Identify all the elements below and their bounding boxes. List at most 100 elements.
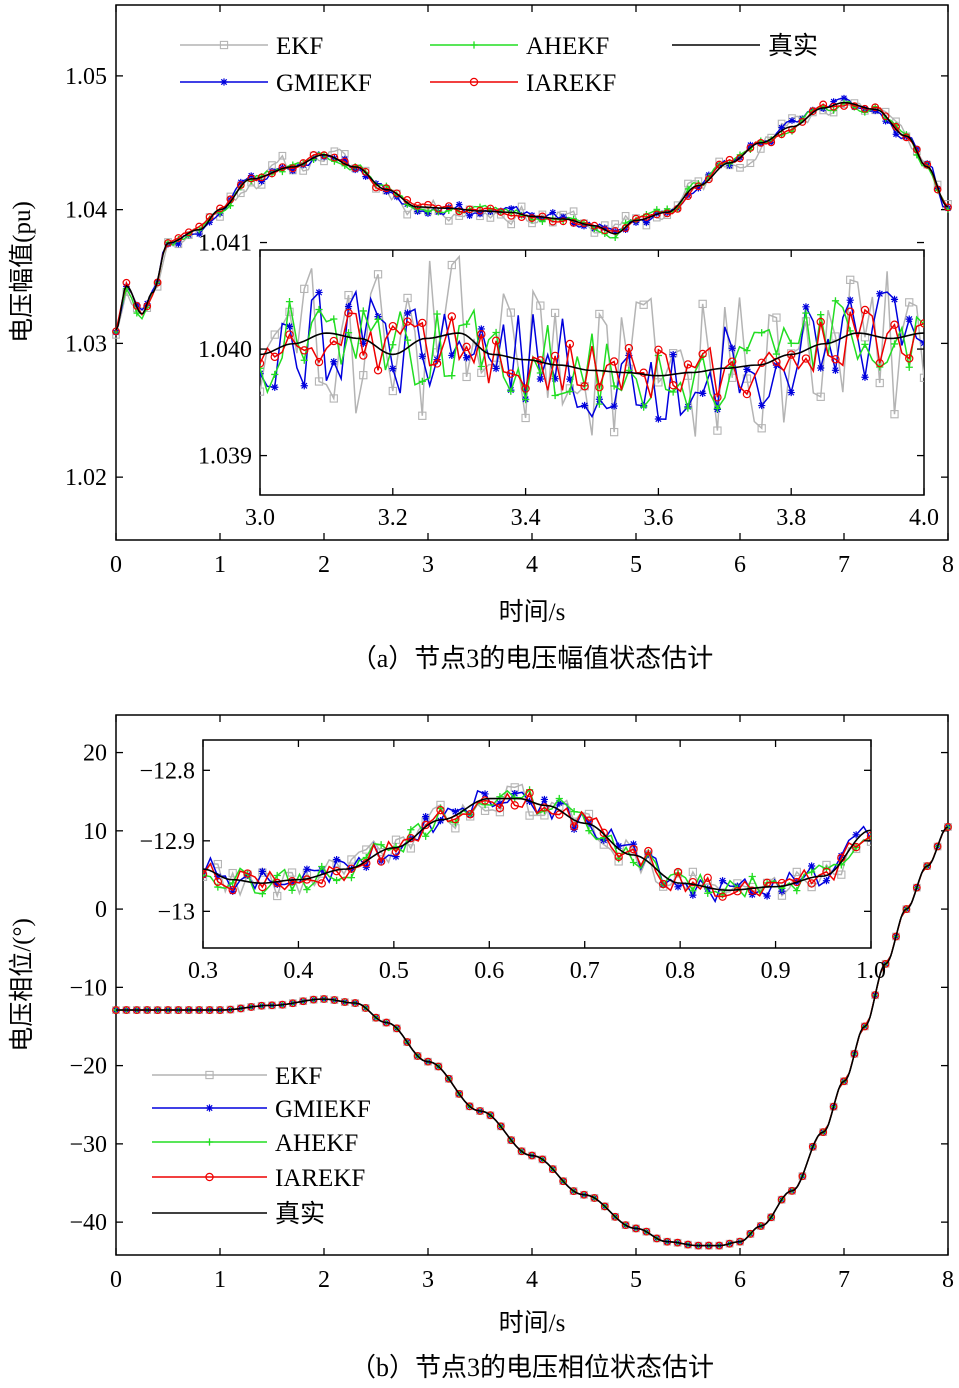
inset-series-marker-EKF xyxy=(728,373,737,382)
series-marker-GMIEKF xyxy=(455,201,463,208)
series-marker-IAREKF xyxy=(850,102,859,111)
series-marker-IAREKF xyxy=(611,1212,620,1221)
inset-series-marker-AHEKF xyxy=(640,403,648,411)
series-marker-GMIEKF xyxy=(351,166,359,174)
panel-a-legend: EKF AHEKF 真实 GMIEKF IAREKF xyxy=(180,32,818,97)
inset-series-marker-GMIEKF xyxy=(674,883,682,891)
inset-series-marker-AHEKF xyxy=(689,887,697,895)
y-tick-label: 20 xyxy=(83,741,107,767)
inset-series-marker-EKF xyxy=(359,371,368,380)
inset-series-marker-EKF xyxy=(713,426,722,435)
inset-series-marker-EKF xyxy=(462,372,471,382)
inset-series-marker-GMIEKF xyxy=(300,382,308,390)
panel-b-xlabel: 时间/s xyxy=(499,1309,566,1337)
legend-marker-GMIEKF xyxy=(205,1104,214,1112)
inset-series-marker-AHEKF xyxy=(704,889,712,897)
inset-series-marker-IAREKF xyxy=(388,321,397,331)
y-tick-label: 1.04 xyxy=(65,198,107,224)
legend-label-GMIEKF: GMIEKF xyxy=(276,70,372,97)
inset-series-marker-AHEKF xyxy=(285,298,294,306)
inset-series-marker-GMIEKF xyxy=(802,303,810,311)
inset-series-marker-AHEKF xyxy=(758,329,766,337)
inset-series-marker-AHEKF xyxy=(831,297,840,305)
series-marker-GMIEKF xyxy=(549,209,557,216)
series-marker-IAREKF xyxy=(642,1227,651,1236)
inset-series-marker-IAREKF xyxy=(270,352,279,362)
series-marker-GMIEKF xyxy=(622,226,629,234)
inset-series-marker-IAREKF xyxy=(727,357,737,366)
inset-series-marker-GMIEKF xyxy=(629,840,638,848)
series-marker-IAREKF xyxy=(871,103,880,112)
x-tick-label: 1 xyxy=(214,1267,226,1293)
inset-series-marker-EKF xyxy=(506,308,515,317)
legend-marker-EKF xyxy=(205,1070,214,1080)
inset-series-marker-EKF xyxy=(406,844,415,853)
inset-series-marker-IAREKF xyxy=(757,358,766,367)
inset-x-tick-label: 3.8 xyxy=(776,505,806,531)
inset-series-marker-AHEKF xyxy=(344,329,353,337)
series-marker-GMIEKF xyxy=(466,212,473,220)
y-tick-label: −10 xyxy=(69,975,107,1001)
series-marker-IAREKF xyxy=(725,1239,734,1248)
series-marker-IAREKF xyxy=(330,153,339,162)
inset-series-marker-AHEKF xyxy=(359,307,367,315)
legend-label-AHEKF: AHEKF xyxy=(526,33,609,60)
series-marker-EKF xyxy=(507,220,516,229)
x-tick-label: 6 xyxy=(734,552,746,578)
series-marker-IAREKF xyxy=(829,1102,838,1111)
inset-series-marker-IAREKF xyxy=(905,354,914,363)
inset-series-marker-GMIEKF xyxy=(418,352,426,360)
inset-series-line-EKF xyxy=(203,783,871,899)
inset-series-marker-EKF xyxy=(213,859,222,869)
inset-series-marker-AHEKF xyxy=(629,858,638,867)
series-marker-IAREKF xyxy=(652,210,661,219)
inset-series-marker-GMIEKF xyxy=(318,866,326,874)
y-tick-label: 0 xyxy=(95,897,107,923)
inset-series-marker-IAREKF xyxy=(525,788,534,798)
inset-series-marker-AHEKF xyxy=(713,404,722,413)
series-marker-IAREKF xyxy=(840,1077,848,1086)
inset-series-marker-IAREKF xyxy=(742,389,752,399)
inset-series-marker-AHEKF xyxy=(258,890,266,898)
inset-series-marker-EKF xyxy=(344,290,353,300)
inset-series-marker-IAREKF xyxy=(580,382,589,391)
inset-series-marker-IAREKF xyxy=(733,887,742,896)
series-marker-GMIEKF xyxy=(289,167,297,175)
inset-series-marker-IAREKF xyxy=(698,349,707,359)
x-tick-label: 0 xyxy=(110,552,122,578)
series-marker-EKF xyxy=(278,151,287,160)
inset-series-marker-IAREKF xyxy=(718,892,727,901)
series-marker-IAREKF xyxy=(268,169,276,178)
series-marker-IAREKF xyxy=(507,1136,516,1145)
inset-series-marker-IAREKF xyxy=(890,320,899,329)
inset-series-marker-AHEKF xyxy=(273,871,281,880)
panel-a-ylabel: 电压幅值(pu) xyxy=(8,201,36,343)
inset-series-marker-GMIEKF xyxy=(728,344,736,352)
inset-series-marker-EKF xyxy=(270,330,279,339)
series-marker-IAREKF xyxy=(434,1062,443,1071)
series-marker-IAREKF xyxy=(860,1022,869,1031)
inset-series-marker-IAREKF xyxy=(243,869,252,878)
inset-series-marker-AHEKF xyxy=(669,388,677,396)
inset-series-marker-IAREKF xyxy=(203,869,208,879)
inset-y-tick-label: −12.9 xyxy=(139,829,195,855)
x-tick-label: 8 xyxy=(942,552,954,578)
series-marker-IAREKF xyxy=(788,1186,796,1195)
inset-y-tick-label: −12.8 xyxy=(139,758,195,784)
inset-series-marker-GMIEKF xyxy=(229,887,237,895)
inset-series-marker-IAREKF xyxy=(466,810,475,819)
inset-series-marker-GMIEKF xyxy=(763,892,771,900)
inset-series-marker-IAREKF xyxy=(287,877,297,886)
series-marker-IAREKF xyxy=(517,1147,526,1156)
series-marker-AHEKF xyxy=(663,205,671,213)
inset-series-marker-EKF xyxy=(698,299,707,309)
inset-series-marker-IAREKF xyxy=(418,318,427,328)
inset-series-marker-GMIEKF xyxy=(758,401,766,410)
series-marker-EKF xyxy=(621,211,630,220)
inset-series-marker-EKF xyxy=(260,387,265,396)
inset-series-marker-EKF xyxy=(595,309,604,319)
inset-series-marker-IAREKF xyxy=(285,330,294,339)
series-marker-GMIEKF xyxy=(507,205,515,212)
inset-series-marker-GMIEKF xyxy=(669,350,677,359)
